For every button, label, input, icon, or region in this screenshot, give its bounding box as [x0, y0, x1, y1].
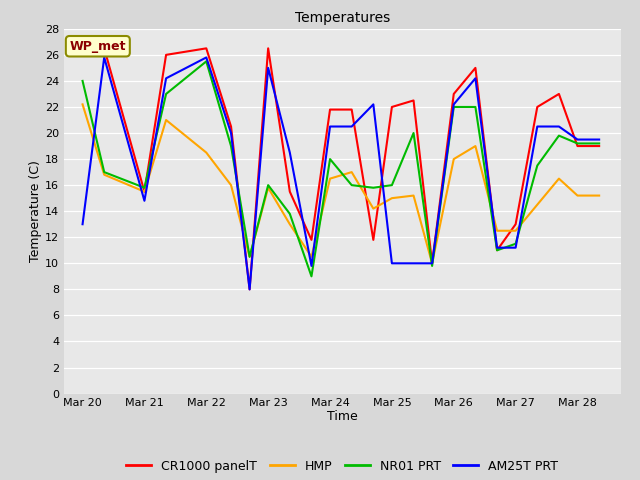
X-axis label: Time: Time [327, 410, 358, 423]
Title: Temperatures: Temperatures [295, 11, 390, 25]
Legend: CR1000 panelT, HMP, NR01 PRT, AM25T PRT: CR1000 panelT, HMP, NR01 PRT, AM25T PRT [122, 455, 563, 478]
Text: WP_met: WP_met [70, 40, 126, 53]
Y-axis label: Temperature (C): Temperature (C) [29, 160, 42, 262]
